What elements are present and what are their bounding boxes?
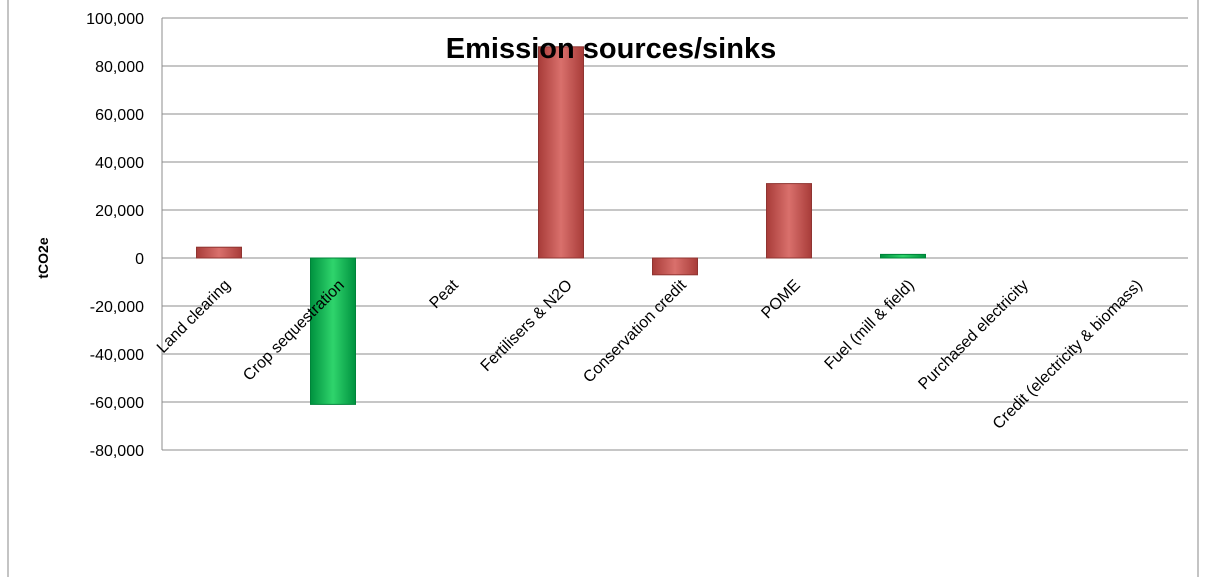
- y-axis-label: tCO2e: [35, 237, 51, 278]
- y-tick-label: -40,000: [90, 347, 144, 364]
- y-tick-label: 60,000: [95, 107, 144, 124]
- y-tick-labels: 100,000 80,000 60,000 40,000 20,000 0 -20,000 -…: [86, 11, 144, 460]
- y-tick-label: 20,000: [95, 203, 144, 220]
- y-tick-label: -60,000: [90, 395, 144, 412]
- x-tick-label: Fertilisers & N2O: [478, 277, 576, 375]
- x-tick-label: Peat: [427, 276, 463, 312]
- bar-land-clearing: [196, 246, 242, 259]
- x-tick-label: Land clearing: [154, 277, 234, 357]
- bar-layer: [196, 46, 926, 405]
- chart-title: Emission sources/sinks: [446, 33, 776, 65]
- x-tick-label: POME: [758, 277, 803, 322]
- y-tick-label: 40,000: [95, 155, 144, 172]
- x-tick-label: Conservation credit: [580, 276, 690, 386]
- bar-pome: [766, 183, 812, 259]
- chart-border: [7, 0, 1199, 582]
- y-tick-label: 100,000: [86, 11, 144, 28]
- x-tick-label: Purchased electricity: [915, 277, 1031, 393]
- bar-crop-sequestration: [310, 257, 356, 405]
- y-tick-label: 0: [135, 251, 144, 268]
- bar-conservation-credit: [652, 257, 698, 276]
- grid-layer: [161, 17, 1188, 451]
- x-tick-label: Fuel (mill & field): [822, 277, 918, 373]
- y-tick-label: -80,000: [90, 443, 144, 460]
- y-tick-label: 80,000: [95, 59, 144, 76]
- bar-fuel-mill-field: [880, 253, 926, 259]
- x-tick-labels: Land clearing Crop sequestration Peat Ferti…: [154, 276, 1146, 432]
- y-tick-label: -20,000: [90, 299, 144, 316]
- bar-fertilisers-n2o: [538, 46, 584, 259]
